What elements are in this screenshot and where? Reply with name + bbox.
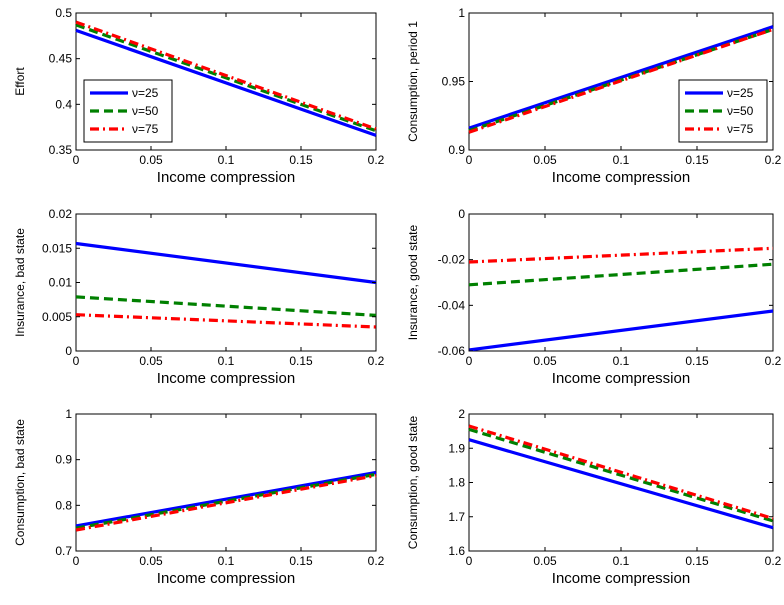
- y-tick-label: 0.8: [55, 498, 72, 512]
- x-tick-label: 0.05: [139, 153, 163, 167]
- subplot-1: 0 0.05 0.1 0.15 0.2 0.35 0.4 0.45 0.5 Income comp…: [13, 6, 385, 186]
- series-line-2: [75, 23, 377, 133]
- series-line-1: [75, 241, 377, 285]
- x-tick-label: 0: [466, 153, 473, 167]
- subplot-2: 0 0.05 0.1 0.15 0.2 0.9 0.95 1 Income compressio…: [406, 6, 782, 186]
- y-tick-label: 1.6: [448, 544, 465, 558]
- x-tick-label: 0: [73, 153, 80, 167]
- legend-entry-label: ν=25: [727, 86, 754, 100]
- y-axis-label: Effort: [13, 67, 27, 96]
- subplot-6: 0 0.05 0.1 0.15 0.2 1.6 1.7 1.8 1.9 2 Income compr…: [406, 407, 782, 587]
- legend-entry-label: ν=50: [132, 104, 159, 118]
- x-tick-label: 0.15: [289, 554, 313, 568]
- x-tick-label: 0.2: [765, 354, 782, 368]
- y-axis-label: Consumption, bad state: [13, 419, 27, 546]
- series-line-2: [75, 295, 377, 317]
- y-tick-label: 1: [458, 6, 465, 20]
- y-tick-label: 1.7: [448, 510, 465, 524]
- x-tick-label: 0.2: [368, 354, 385, 368]
- series-line-3: [75, 20, 377, 131]
- series-line-2: [468, 427, 774, 523]
- y-tick-label: 0: [458, 207, 465, 221]
- series-line-1: [468, 438, 774, 530]
- y-tick-label: 0.7: [55, 544, 72, 558]
- x-tick-label: 0.1: [613, 153, 630, 167]
- legend: ν=25 ν=50 ν=75: [83, 79, 173, 143]
- x-tick-label: 0: [73, 354, 80, 368]
- x-tick-label: 0.15: [685, 153, 709, 167]
- y-axis-label: Consumption, period 1: [406, 21, 420, 142]
- x-tick-label: 0: [73, 554, 80, 568]
- series-line-1: [75, 470, 377, 528]
- x-tick-label: 0: [466, 354, 473, 368]
- series-line-3: [75, 474, 377, 532]
- x-tick-label: 0.05: [139, 554, 163, 568]
- x-tick-label: 0.05: [533, 354, 557, 368]
- subplot-3: 0 0.05 0.1 0.15 0.2 0 0.005 0.01 0.015 0.02 Income…: [13, 207, 385, 387]
- x-axis-label: Income compression: [552, 570, 690, 587]
- y-tick-label: 1: [65, 407, 72, 421]
- x-axis-label: Income compression: [157, 370, 295, 387]
- y-tick-label: 1.8: [448, 476, 465, 490]
- series-line-1: [75, 28, 377, 137]
- x-axis-label: Income compression: [157, 169, 295, 186]
- x-tick-label: 0.15: [289, 153, 313, 167]
- y-tick-label: 0.45: [49, 52, 73, 66]
- y-tick-label: 0.01: [49, 276, 73, 290]
- legend-entry-label: ν=50: [727, 104, 754, 118]
- y-tick-label: 0.5: [55, 6, 72, 20]
- y-axis-label: Insurance, bad state: [13, 228, 27, 337]
- x-tick-label: 0.05: [533, 554, 557, 568]
- x-tick-label: 0.1: [613, 554, 630, 568]
- y-tick-label: 0.4: [55, 97, 72, 111]
- series-line-3: [75, 313, 377, 329]
- x-tick-label: 0.15: [685, 354, 709, 368]
- x-axis-label: Income compression: [157, 570, 295, 587]
- x-tick-label: 0.2: [765, 554, 782, 568]
- x-tick-label: 0.1: [218, 354, 235, 368]
- axes-box: [75, 213, 377, 352]
- x-axis-label: Income compression: [552, 169, 690, 186]
- y-tick-label: -0.02: [438, 253, 466, 267]
- series-line-1: [468, 309, 774, 352]
- x-tick-label: 0.2: [368, 554, 385, 568]
- y-tick-label: -0.06: [438, 344, 466, 358]
- x-tick-label: 0.15: [289, 354, 313, 368]
- series-line-3: [468, 27, 774, 134]
- subplot-4: 0 0.05 0.1 0.15 0.2 -0.06 -0.04 -0.02 0 Income co…: [406, 207, 782, 387]
- y-tick-label: 2: [458, 407, 465, 421]
- y-axis-label: Insurance, good state: [406, 224, 420, 340]
- legend: ν=25 ν=50 ν=75: [678, 79, 768, 143]
- legend-entry-label: ν=75: [132, 122, 159, 136]
- legend-entry-label: ν=75: [727, 122, 754, 136]
- x-tick-label: 0.05: [139, 354, 163, 368]
- series-line-2: [468, 262, 774, 287]
- y-tick-label: 0.35: [49, 143, 73, 157]
- y-tick-label: 0.9: [55, 453, 72, 467]
- y-tick-label: 0.015: [42, 241, 72, 255]
- x-tick-label: 0.1: [218, 153, 235, 167]
- x-tick-label: 0.15: [685, 554, 709, 568]
- series-line-3: [468, 246, 774, 264]
- x-tick-label: 0.1: [218, 554, 235, 568]
- x-tick-label: 0.1: [613, 354, 630, 368]
- x-tick-label: 0.05: [533, 153, 557, 167]
- subplot-5: 0 0.05 0.1 0.15 0.2 0.7 0.8 0.9 1 Income compress…: [13, 407, 385, 587]
- y-tick-label: 0.005: [42, 310, 72, 324]
- legend-entry-label: ν=25: [132, 86, 159, 100]
- series-line-1: [468, 25, 774, 130]
- y-tick-label: 0: [65, 344, 72, 358]
- y-tick-label: 0.02: [49, 207, 73, 221]
- x-tick-label: 0.2: [368, 153, 385, 167]
- x-tick-label: 0: [466, 554, 473, 568]
- series-line-3: [468, 424, 774, 521]
- y-tick-label: 0.95: [442, 75, 466, 89]
- y-axis-label: Consumption, good state: [406, 415, 420, 549]
- x-tick-label: 0.2: [765, 153, 782, 167]
- y-tick-label: -0.04: [438, 298, 466, 312]
- x-axis-label: Income compression: [552, 370, 690, 387]
- y-tick-label: 0.9: [448, 143, 465, 157]
- y-tick-label: 1.9: [448, 441, 465, 455]
